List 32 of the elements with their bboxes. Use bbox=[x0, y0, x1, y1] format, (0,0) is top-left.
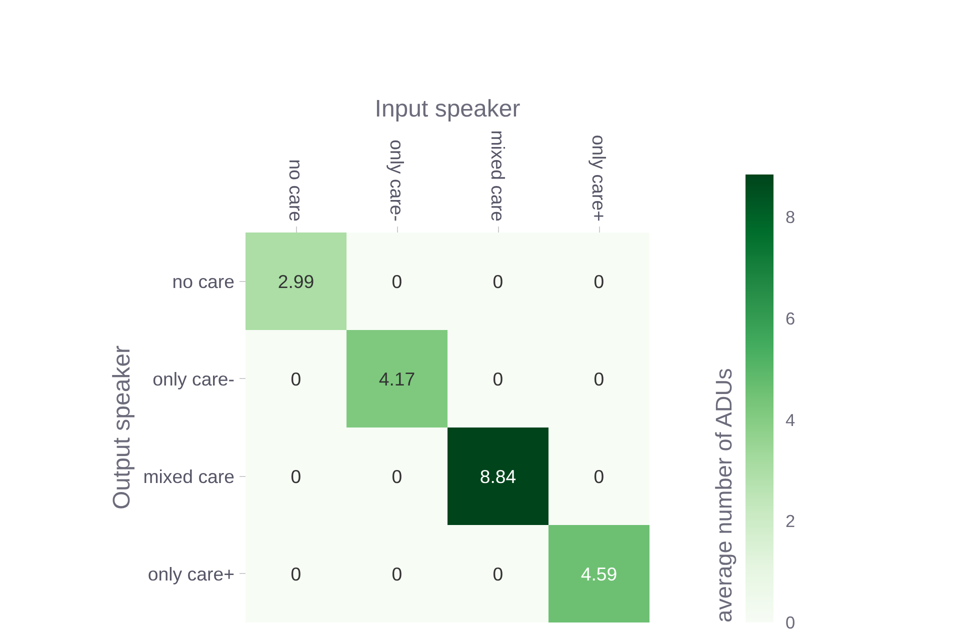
data-label: 0 bbox=[392, 466, 402, 487]
data-label: 4.59 bbox=[580, 563, 618, 584]
color-bar-label: 8 bbox=[786, 207, 796, 228]
color-bar-title: average number of ADUs bbox=[710, 368, 736, 622]
data-label: 0 bbox=[392, 270, 402, 292]
data-label: 0 bbox=[492, 563, 504, 584]
data-label: 0 bbox=[392, 563, 402, 584]
y-tick-label: only care- bbox=[152, 368, 235, 390]
x-tick-label: only care+ bbox=[588, 134, 610, 222]
data-label: 0 bbox=[290, 368, 302, 390]
y-axis-title: Output speaker bbox=[108, 345, 136, 510]
color-bar-label: 2 bbox=[786, 511, 796, 532]
data-label: 0 bbox=[594, 270, 604, 292]
data-label: 2.99 bbox=[278, 270, 314, 292]
y-tick-label: no care bbox=[172, 270, 235, 292]
x-tick-label: mixed care bbox=[488, 130, 508, 222]
data-label: 0 bbox=[594, 368, 604, 390]
color-bar-label: 6 bbox=[786, 308, 796, 328]
data-label: 8.84 bbox=[480, 466, 516, 487]
y-tick-label: only care+ bbox=[148, 563, 235, 584]
x-tick-label: only care- bbox=[386, 140, 408, 222]
color-bar-label: 4 bbox=[786, 410, 796, 430]
data-label: 0 bbox=[290, 563, 302, 584]
data-label: 0 bbox=[492, 368, 504, 390]
y-tick-label: mixed care bbox=[143, 466, 235, 487]
data-label: 0 bbox=[594, 466, 604, 487]
data-label: 4.17 bbox=[378, 368, 416, 390]
x-tick-label: no care bbox=[286, 159, 306, 222]
data-label: 0 bbox=[492, 270, 504, 292]
data-label: 0 bbox=[290, 466, 302, 487]
x-axis-title: Input speaker bbox=[374, 95, 520, 122]
color-bar-label: 0 bbox=[786, 612, 796, 632]
